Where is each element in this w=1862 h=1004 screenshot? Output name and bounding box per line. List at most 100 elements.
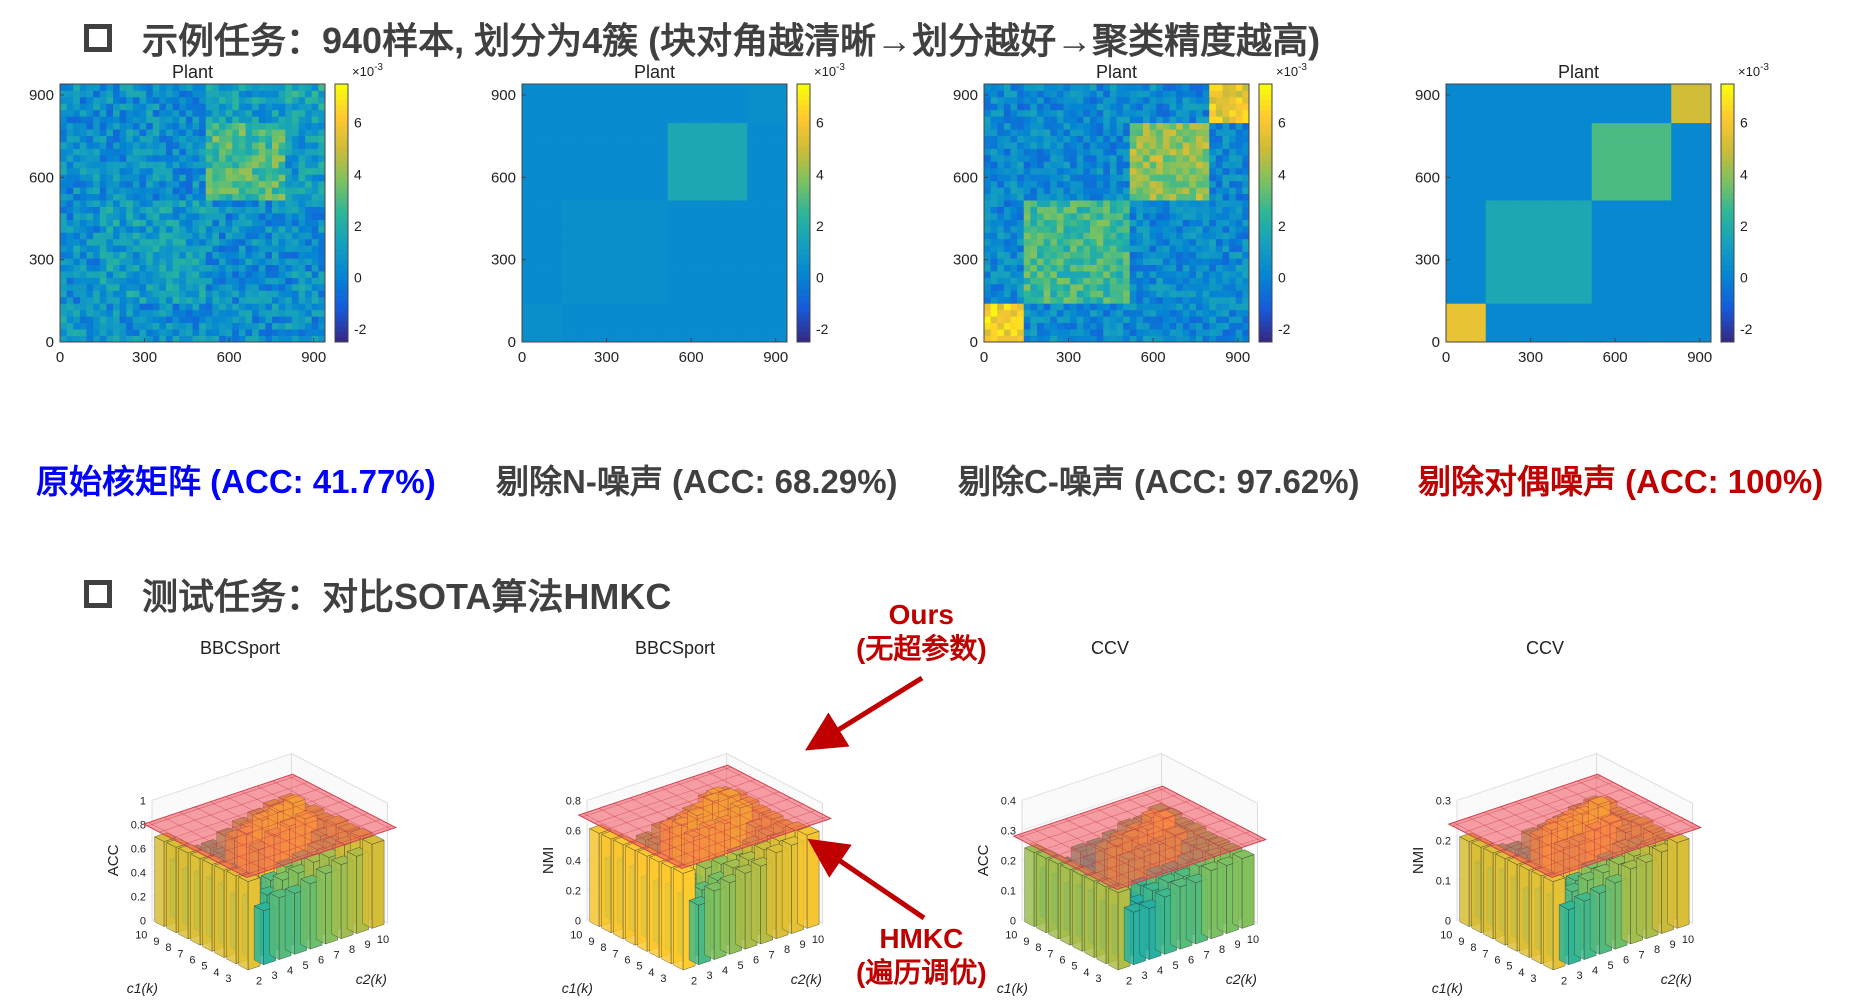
heatmap-cell xyxy=(700,135,708,143)
heatmap-cell xyxy=(1109,251,1117,259)
heatmap-cell xyxy=(767,309,775,317)
heatmap-cell xyxy=(575,167,583,175)
heatmap-cell xyxy=(1003,277,1011,285)
heatmap-cell xyxy=(159,174,167,182)
heatmap-cell xyxy=(641,238,649,246)
heatmap-cell xyxy=(727,174,735,182)
heatmap-cell xyxy=(1003,109,1011,117)
heatmap-cell xyxy=(1129,161,1137,169)
heatmap-cell xyxy=(1156,238,1164,246)
heatmap-cell xyxy=(119,109,127,117)
colorbar-segment xyxy=(335,336,348,343)
heatmap-cell xyxy=(1050,96,1058,104)
heatmap-cell xyxy=(199,238,207,246)
heatmap-cell xyxy=(106,290,114,298)
heatmap-cell xyxy=(753,174,761,182)
heatmap-cell xyxy=(1136,122,1144,130)
heatmap-cell xyxy=(179,90,187,98)
heatmap-cell xyxy=(760,129,768,136)
heatmap-cell xyxy=(159,148,167,156)
heatmap-cell xyxy=(561,116,569,124)
heatmap-cell xyxy=(714,238,722,246)
heatmap-cell xyxy=(172,154,180,162)
heatmap-cell xyxy=(225,225,233,233)
heatmap-cell xyxy=(1090,187,1098,195)
heatmap-cell xyxy=(720,142,728,149)
heatmap-cell xyxy=(641,225,649,233)
heatmap-cell xyxy=(205,277,213,285)
heatmap-cell xyxy=(1149,290,1157,298)
heatmap-cell xyxy=(179,167,187,175)
heatmap-cell xyxy=(305,329,313,336)
heatmap-cell xyxy=(79,193,87,201)
heatmap-cell xyxy=(159,290,167,298)
heatmap-cell xyxy=(1050,103,1058,111)
heatmap-cell xyxy=(1043,225,1051,233)
heatmap-cell xyxy=(311,180,319,188)
heatmap-cell xyxy=(152,245,160,253)
heatmap-cell xyxy=(990,283,998,291)
heatmap-cell xyxy=(1136,193,1144,201)
heatmap-cell xyxy=(219,174,227,182)
heatmap-cell xyxy=(720,116,728,124)
heatmap-cell xyxy=(1242,116,1250,124)
heatmap-cell xyxy=(152,316,160,324)
heatmap-cell xyxy=(561,213,569,220)
heatmap-cell xyxy=(740,174,748,182)
heatmap-cell xyxy=(780,148,788,156)
heatmap-cell xyxy=(1242,135,1250,143)
heatmap-cell xyxy=(687,193,695,201)
colorbar-segment xyxy=(797,331,810,338)
heatmap-cell xyxy=(1229,103,1237,111)
heatmap-cell xyxy=(1182,219,1190,227)
heatmap-cell xyxy=(179,251,187,259)
heatmap-cell xyxy=(1076,245,1084,253)
heatmap-cell xyxy=(522,193,530,201)
heatmap-cell xyxy=(541,316,549,324)
heatmap-cell xyxy=(1209,303,1217,311)
heatmap-cell xyxy=(641,322,649,330)
heatmap-cell xyxy=(205,309,213,317)
heatmap-cell xyxy=(159,329,167,336)
heatmap-cell xyxy=(1083,335,1091,343)
heatmap-cell xyxy=(126,200,134,207)
heatmap-cell xyxy=(588,296,596,304)
heatmap-cell xyxy=(1090,225,1098,233)
heatmap-cell xyxy=(1202,335,1210,343)
heatmap-cell xyxy=(86,213,94,220)
heatmap-cell xyxy=(601,167,609,175)
heatmap-cell xyxy=(1063,213,1071,220)
heatmap-cell xyxy=(1182,213,1190,220)
heatmap-cell xyxy=(1050,135,1058,143)
heatmap-cell xyxy=(753,258,761,265)
heatmap-cell xyxy=(1169,116,1177,124)
heatmap-cell xyxy=(1162,258,1170,265)
heatmap-cell xyxy=(225,90,233,98)
heatmap-cell xyxy=(1176,329,1184,336)
heatmap-cell xyxy=(305,264,313,272)
heatmap-cell xyxy=(594,335,602,343)
heatmap-cell xyxy=(159,238,167,246)
heatmap-cell xyxy=(1136,271,1144,278)
heatmap-cell xyxy=(1076,277,1084,285)
colorbar-segment xyxy=(335,166,348,173)
heatmap-cell xyxy=(522,258,530,265)
heatmap-cell xyxy=(548,161,556,169)
heatmap-cell xyxy=(106,167,114,175)
heatmap-cell xyxy=(1209,245,1217,253)
heatmap-cell xyxy=(522,187,530,195)
heatmap-cell xyxy=(311,193,319,201)
heatmap-cell xyxy=(522,122,530,130)
heatmap-cell xyxy=(568,200,576,207)
heatmap-cell xyxy=(291,103,299,111)
heatmap-cell xyxy=(601,277,609,285)
heatmap-cell xyxy=(305,206,313,214)
heatmap-cell xyxy=(753,303,761,311)
heatmap-cell xyxy=(1010,103,1018,111)
heatmap-cell xyxy=(588,161,596,169)
heatmap-cell xyxy=(654,251,662,259)
heatmap-cell xyxy=(93,251,101,259)
heatmap-cell xyxy=(548,213,556,220)
y-tick-label: 900 xyxy=(953,87,978,104)
heatmap-cell xyxy=(298,232,306,240)
